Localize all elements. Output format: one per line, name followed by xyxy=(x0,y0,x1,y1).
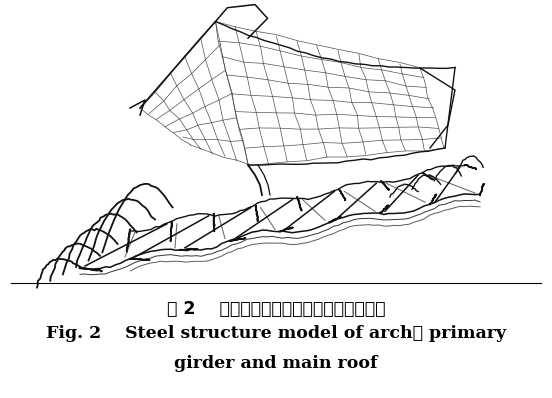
Text: girder and main roof: girder and main roof xyxy=(174,355,378,372)
Text: 图 2    拱形桁架、主梁和主屋面鈢结构模型: 图 2 拱形桁架、主梁和主屋面鈢结构模型 xyxy=(167,300,385,318)
Text: Fig. 2    Steel structure model of arch， primary: Fig. 2 Steel structure model of arch， pr… xyxy=(46,325,506,342)
